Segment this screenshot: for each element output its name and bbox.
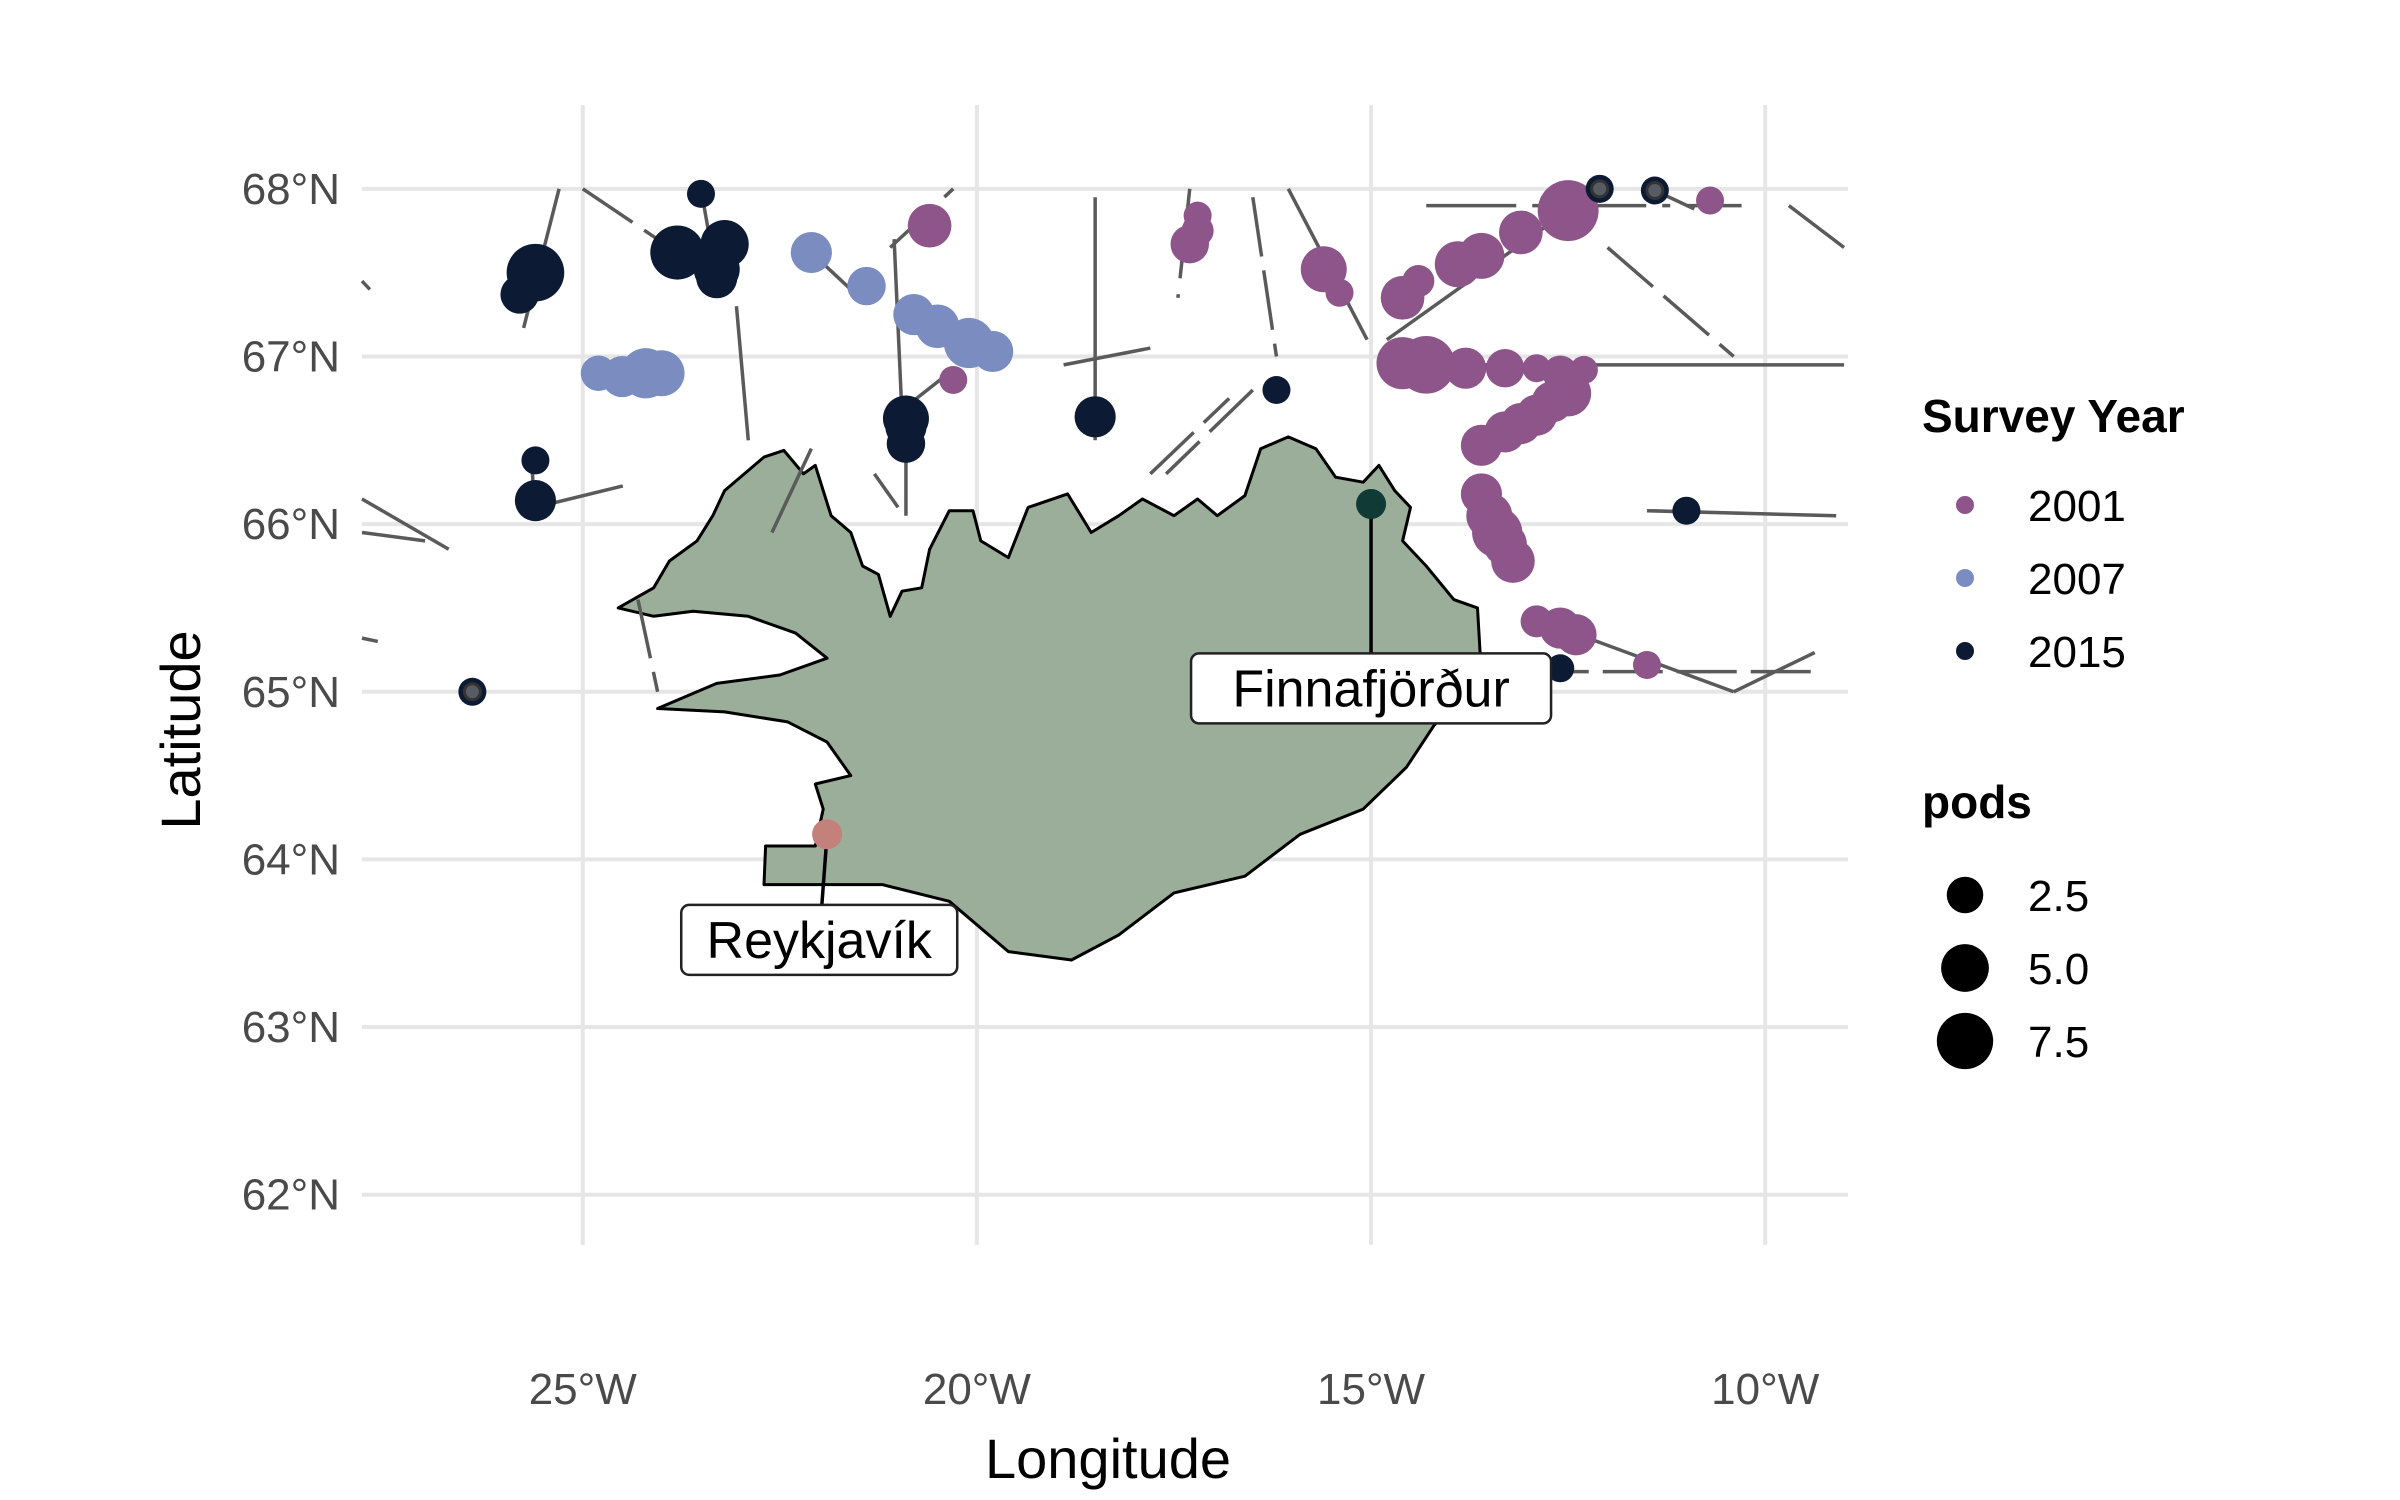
track-line — [361, 530, 426, 543]
place-label: Finnafjörður — [1232, 660, 1509, 718]
sighting-point-2001 — [1491, 539, 1535, 583]
x-axis-title: Longitude — [985, 1427, 1231, 1490]
sighting-point-2015 — [521, 446, 550, 475]
sighting-point-2001 — [939, 365, 968, 394]
sighting-point-2007 — [638, 350, 685, 397]
sighting-point-2015 — [686, 179, 715, 208]
sighting-point-2007 — [972, 330, 1014, 373]
y-tick-label: 68°N — [242, 165, 340, 214]
track-line — [1606, 246, 1735, 358]
legend-year-swatch — [1956, 569, 1974, 587]
legend-size-swatch — [1941, 944, 1989, 992]
y-axis-title: Latitude — [149, 630, 212, 829]
sighting-point-2001 — [907, 203, 952, 248]
sighting-point-2001 — [1325, 278, 1354, 307]
legend-size-label: 5.0 — [2028, 945, 2089, 994]
legend-pods-title: pods — [1922, 776, 2032, 828]
sighting-point-2001 — [1402, 265, 1435, 298]
sighting-point-2015 — [1546, 654, 1575, 683]
place-annotations: Reykjavík Finnafjörður — [679, 489, 1553, 977]
sighting-point-2015 — [514, 480, 557, 522]
sighting-point-2001 — [1632, 650, 1661, 679]
y-tick-label: 65°N — [242, 668, 340, 717]
sighting-point-2001 — [1460, 424, 1503, 466]
track-line — [361, 636, 379, 644]
zero-pod-marker — [1590, 179, 1610, 199]
x-tick-label: 25°W — [529, 1365, 638, 1414]
legend-year-label: 2001 — [2028, 482, 2126, 531]
place-marker — [1356, 489, 1387, 519]
y-tick-label: 62°N — [242, 1171, 340, 1220]
sighting-point-2001 — [1696, 186, 1725, 215]
track-line — [1164, 388, 1255, 476]
y-tick-label: 64°N — [242, 835, 340, 884]
sighting-point-2015 — [1074, 396, 1116, 438]
legend-size-label: 7.5 — [2028, 1018, 2089, 1067]
sighting-point-2001 — [1445, 347, 1487, 389]
sighting-point-2015 — [1672, 496, 1701, 525]
sighting-point-2015 — [650, 225, 705, 280]
legend-survey-year: Survey Year 2001 2007 2015 — [1922, 390, 2185, 677]
track-line — [636, 599, 660, 693]
sighting-points — [458, 174, 1725, 706]
legend-year-label: 2015 — [2028, 628, 2126, 677]
place-label: Reykjavík — [707, 912, 933, 970]
x-tick-label: 10°W — [1711, 1365, 1820, 1414]
place-marker — [812, 819, 843, 850]
sighting-point-2007 — [847, 266, 886, 306]
place-label-box — [1189, 652, 1553, 725]
sighting-point-2015 — [1262, 376, 1291, 404]
sighting-point-2001 — [1397, 336, 1456, 394]
sighting-point-2001 — [1458, 232, 1505, 279]
axis-labels: 25°W 20°W 15°W 10°W 62°N 63°N 64°N 65°N 66°N 67°N… — [242, 165, 1820, 1414]
legend-size-label: 2.5 — [2028, 872, 2089, 921]
track-line — [734, 306, 751, 441]
legend-year-swatch — [1956, 642, 1974, 660]
track-line — [1787, 204, 1846, 249]
place-label-box — [679, 903, 959, 977]
sighting-point-2001 — [1183, 201, 1212, 230]
track-line — [1149, 397, 1231, 476]
legend-survey-year-title: Survey Year — [1922, 390, 2185, 442]
legend-year-swatch — [1956, 496, 1974, 514]
track-line — [360, 279, 372, 291]
track-line — [872, 472, 900, 509]
legend-year-label: 2007 — [2028, 555, 2126, 604]
zero-pod-marker — [462, 682, 482, 702]
y-tick-label: 63°N — [242, 1003, 340, 1052]
sighting-point-2007 — [790, 231, 832, 274]
zero-pod-marker — [1645, 181, 1665, 200]
legend-size-swatch — [1936, 1012, 1994, 1070]
track-line — [1251, 196, 1279, 357]
x-tick-label: 20°W — [923, 1365, 1032, 1414]
sighting-point-2015 — [500, 275, 539, 314]
legend-pods: pods 2.5 5.0 7.5 — [1922, 776, 2089, 1070]
sighting-point-2001 — [1555, 614, 1597, 656]
x-tick-label: 15°W — [1317, 1365, 1426, 1414]
sighting-point-2015 — [696, 257, 738, 299]
track-line — [1063, 346, 1151, 367]
track-line — [361, 497, 450, 551]
y-tick-label: 66°N — [242, 500, 340, 549]
sighting-point-2015 — [886, 424, 926, 463]
sighting-point-2001 — [1537, 180, 1599, 242]
track-line — [770, 447, 813, 534]
y-tick-label: 67°N — [242, 332, 340, 381]
legend-size-swatch — [1946, 876, 1984, 914]
sighting-point-2001 — [1485, 348, 1525, 388]
sighting-point-2001 — [1499, 210, 1543, 255]
